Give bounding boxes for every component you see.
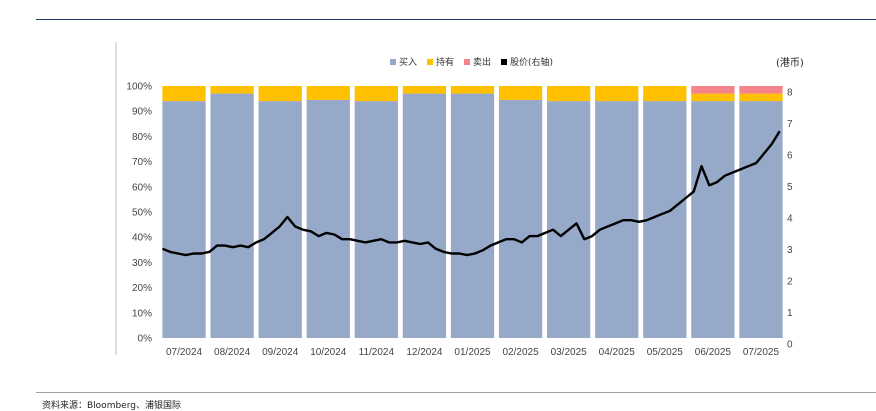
legend-item-price: 股价(右轴) xyxy=(501,55,553,68)
x-axis-tick-label: 12/2024 xyxy=(406,347,443,358)
bar-segment-hold xyxy=(402,86,447,94)
legend-swatch-price xyxy=(501,58,508,65)
x-axis-ticks: 07/2024 08/2024 09/2024 10/2024 11/2024 12/20… xyxy=(166,347,780,358)
bar-segment-hold xyxy=(691,93,735,102)
bar-segment-hold xyxy=(354,86,398,102)
right-axis-ticks: 0 1 2 3 4 5 6 7 8 xyxy=(787,88,793,351)
right-axis-tick-label: 8 xyxy=(787,88,793,99)
legend-swatch-buy xyxy=(390,58,396,65)
legend-label-sell: 卖出 xyxy=(473,58,492,68)
legend-swatch-hold xyxy=(427,58,434,65)
bar-segment-buy xyxy=(210,93,254,338)
bar-segment-buy xyxy=(739,101,783,339)
bar-segment-hold xyxy=(547,86,591,102)
left-axis-tick-label: 100% xyxy=(126,82,152,93)
bar-segment-hold xyxy=(595,86,639,102)
x-axis-tick-label: 02/2025 xyxy=(503,347,540,358)
right-axis-tick-label: 1 xyxy=(787,308,793,319)
source-note: 资料来源：Bloomberg、浦银国际 xyxy=(42,401,181,411)
bar-group xyxy=(162,86,783,339)
x-axis-tick-label: 09/2024 xyxy=(262,347,299,358)
right-axis-tick-label: 2 xyxy=(787,277,793,288)
bar-segment-hold xyxy=(739,93,783,102)
x-axis-tick-label: 05/2025 xyxy=(647,347,684,358)
right-axis-tick-label: 6 xyxy=(787,151,793,162)
left-axis-tick-label: 80% xyxy=(132,132,152,143)
x-axis-tick-label: 01/2025 xyxy=(454,347,491,358)
bar-segment-hold xyxy=(210,86,254,94)
left-axis-tick-label: 30% xyxy=(132,258,152,269)
legend-item-buy: 买入 xyxy=(390,55,417,68)
x-axis-tick-label: 11/2024 xyxy=(359,347,395,358)
bar-segment-buy xyxy=(354,101,398,339)
bar-segment-buy xyxy=(498,99,543,338)
x-axis-tick-label: 06/2025 xyxy=(695,347,732,358)
bar-segment-hold xyxy=(498,86,543,100)
bar-segment-buy xyxy=(306,99,350,338)
left-axis-tick-label: 0% xyxy=(138,334,153,345)
left-axis-tick-label: 10% xyxy=(132,308,152,319)
chart-legend: 买入 持有 卖出 股价(右轴) xyxy=(390,55,553,68)
bar-segment-buy xyxy=(402,93,447,338)
right-axis-unit: (港币) xyxy=(776,58,804,69)
bottom-rule xyxy=(36,392,876,393)
bar-segment-hold xyxy=(162,86,206,102)
bar-segment-sell xyxy=(691,86,735,94)
bar-segment-buy xyxy=(450,93,495,338)
bar-segment-sell xyxy=(739,86,783,94)
x-axis-tick-label: 08/2024 xyxy=(214,347,251,358)
legend-label-price: 股价(右轴) xyxy=(510,58,554,68)
bar-segment-hold xyxy=(258,86,302,102)
left-axis-tick-label: 70% xyxy=(132,157,152,168)
left-axis-tick-label: 40% xyxy=(132,233,152,244)
legend-item-sell: 卖出 xyxy=(464,55,491,68)
left-axis-tick-label: 50% xyxy=(132,208,152,219)
top-rule xyxy=(36,19,876,20)
x-axis-tick-label: 07/2025 xyxy=(743,347,780,358)
bar-segment-hold xyxy=(306,86,350,100)
left-axis-ticks: 0% 10% 20% 30% 40% 50% 60% 70% 80% 90% 100% xyxy=(126,82,152,345)
right-axis-tick-label: 7 xyxy=(787,119,793,130)
left-axis-tick-label: 60% xyxy=(132,182,152,193)
right-axis-tick-label: 5 xyxy=(787,182,793,193)
bar-segment-hold xyxy=(450,86,495,94)
x-axis-tick-label: 10/2024 xyxy=(310,347,347,358)
x-axis-tick-label: 07/2024 xyxy=(166,347,203,358)
price-line xyxy=(161,130,781,257)
bar-segment-buy xyxy=(162,101,206,339)
bar-segment-hold xyxy=(643,86,687,102)
right-axis-tick-label: 0 xyxy=(787,340,793,351)
legend-swatch-sell xyxy=(464,58,471,65)
left-axis-tick-label: 90% xyxy=(132,107,152,118)
right-axis-tick-label: 4 xyxy=(787,214,793,225)
bar-segment-buy xyxy=(258,101,302,339)
legend-item-hold: 持有 xyxy=(427,55,454,68)
x-axis-tick-label: 04/2025 xyxy=(599,347,636,358)
legend-label-hold: 持有 xyxy=(436,58,455,68)
left-axis-tick-label: 20% xyxy=(132,283,152,294)
right-axis-tick-label: 3 xyxy=(787,245,793,256)
x-axis-tick-label: 03/2025 xyxy=(551,347,588,358)
bar-segment-buy xyxy=(691,101,735,339)
legend-label-buy: 买入 xyxy=(399,58,418,68)
bar-segment-buy xyxy=(547,101,591,339)
